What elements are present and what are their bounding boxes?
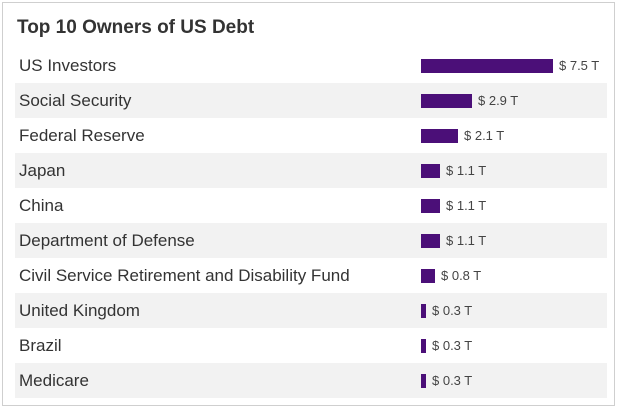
bar-row: United Kingdom $ 0.3 T bbox=[15, 293, 607, 328]
category-label: Japan bbox=[19, 161, 66, 180]
bar bbox=[421, 374, 426, 388]
bar-row: Japan $ 1.1 T bbox=[15, 153, 607, 188]
value-label: $ 2.9 T bbox=[478, 93, 519, 108]
category-label: Civil Service Retirement and Disability … bbox=[19, 266, 350, 285]
category-label: Federal Reserve bbox=[19, 126, 145, 145]
bar bbox=[421, 234, 440, 248]
category-label: Department of Defense bbox=[19, 231, 195, 250]
bar bbox=[421, 129, 458, 143]
chart-card: Top 10 Owners of US Debt US Investors $ 7… bbox=[2, 2, 615, 406]
value-label: $ 0.3 T bbox=[432, 338, 473, 353]
bar-row: Civil Service Retirement and Disability … bbox=[15, 258, 607, 293]
value-label: $ 1.1 T bbox=[446, 198, 487, 213]
bar bbox=[421, 339, 426, 353]
bar-row: Social Security $ 2.9 T bbox=[15, 83, 607, 118]
chart-title: Top 10 Owners of US Debt bbox=[17, 17, 255, 38]
value-label: $ 0.3 T bbox=[432, 373, 473, 388]
bar bbox=[421, 304, 426, 318]
bar-row: Brazil $ 0.3 T bbox=[15, 328, 607, 363]
bar bbox=[421, 164, 440, 178]
bar bbox=[421, 59, 553, 73]
category-label: United Kingdom bbox=[19, 301, 140, 320]
bar bbox=[421, 199, 440, 213]
category-label: Medicare bbox=[19, 371, 89, 390]
bar-row: US Investors $ 7.5 T bbox=[15, 48, 607, 83]
category-label: China bbox=[19, 196, 64, 215]
bar bbox=[421, 94, 472, 108]
value-label: $ 1.1 T bbox=[446, 233, 487, 248]
value-label: $ 0.3 T bbox=[432, 303, 473, 318]
category-label: US Investors bbox=[19, 56, 117, 75]
category-label: Social Security bbox=[19, 91, 132, 110]
value-label: $ 0.8 T bbox=[441, 268, 482, 283]
bar bbox=[421, 269, 435, 283]
value-label: $ 7.5 T bbox=[559, 58, 600, 73]
category-label: Brazil bbox=[19, 336, 62, 355]
bar-row: Federal Reserve $ 2.1 T bbox=[15, 118, 607, 153]
bar-row: Medicare $ 0.3 T bbox=[15, 363, 607, 398]
value-label: $ 1.1 T bbox=[446, 163, 487, 178]
value-label: $ 2.1 T bbox=[464, 128, 505, 143]
bar-row: Department of Defense $ 1.1 T bbox=[15, 223, 607, 258]
bar-rows: US Investors $ 7.5 T Social Security $ 2.9 … bbox=[15, 48, 607, 398]
bar-row: China $ 1.1 T bbox=[15, 188, 607, 223]
